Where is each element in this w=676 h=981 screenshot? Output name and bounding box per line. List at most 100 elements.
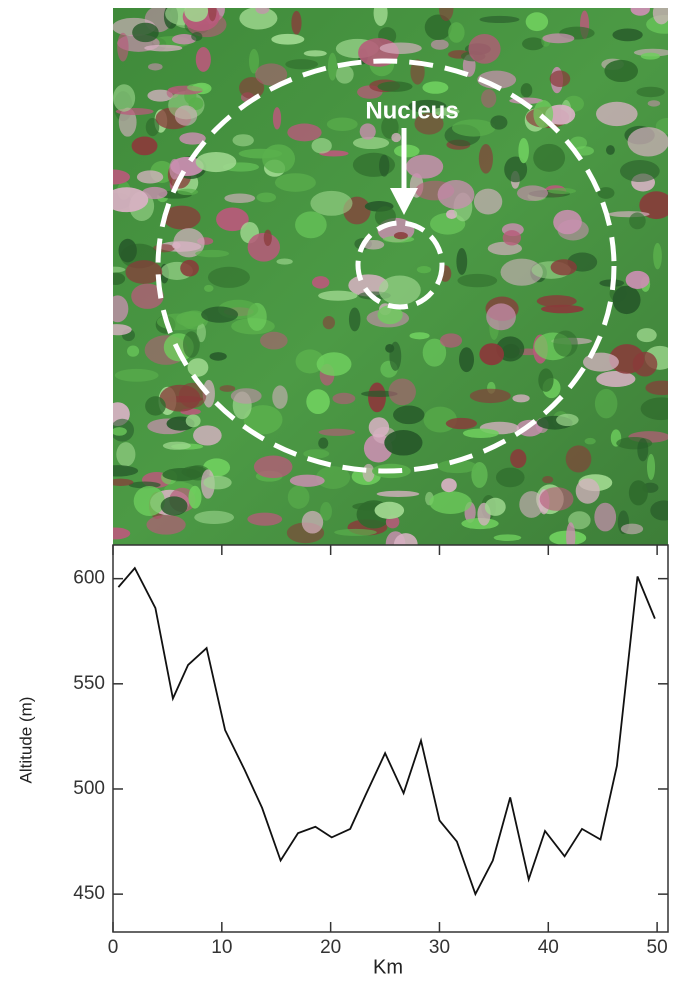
arrow-head	[390, 188, 418, 215]
terrain-patch	[596, 371, 636, 387]
terrain-patch	[113, 465, 139, 477]
terrain-patch	[619, 160, 660, 183]
terrain-patch	[271, 33, 305, 45]
nucleus-ring	[355, 220, 445, 310]
y-axis-label: Altitude (m)	[16, 697, 35, 784]
terrain-patch	[272, 107, 282, 130]
terrain-patch	[594, 502, 617, 532]
terrain-patch	[247, 512, 283, 526]
terrain-patch	[575, 478, 600, 504]
terrain-patch	[255, 8, 270, 14]
terrain-patch	[125, 260, 163, 284]
terrain-patch	[113, 324, 132, 336]
x-axis-label: Km	[373, 956, 403, 978]
terrain-patch	[368, 382, 386, 413]
terrain-patch	[541, 304, 584, 314]
terrain-patch	[409, 332, 430, 340]
terrain-patch	[285, 59, 319, 70]
terrain-patch	[177, 188, 199, 196]
terrain-patch	[378, 275, 421, 305]
terrain-patch	[145, 117, 160, 137]
terrain-patch	[479, 15, 520, 24]
terrain-patch	[195, 151, 237, 173]
terrain-patch	[178, 382, 207, 409]
terrain-patch	[202, 379, 215, 408]
terrain-patch	[306, 389, 330, 415]
terrain-patch	[320, 501, 332, 521]
terrain-patch	[377, 81, 413, 92]
terrain-patch	[637, 438, 649, 462]
terrain-patch	[248, 48, 260, 74]
terrain-patch	[500, 258, 543, 286]
terrain-patch	[481, 89, 497, 108]
terrain-patch	[113, 187, 149, 213]
terrain-patch	[114, 368, 159, 382]
terrain-patch	[547, 187, 577, 195]
terrain-patch	[556, 413, 579, 427]
terrain-patch	[536, 295, 577, 308]
terrain-patch	[645, 380, 668, 396]
altitude-line	[117, 566, 656, 897]
annotation: Nucleus	[365, 97, 458, 124]
terrain-patch	[512, 394, 530, 403]
terrain-patch	[510, 449, 527, 469]
terrain-patch	[620, 523, 644, 535]
terrain-patch	[239, 77, 265, 99]
terrain-patch	[484, 497, 506, 516]
terrain-patch	[473, 188, 503, 215]
terrain-patch	[132, 22, 159, 43]
terrain-patch	[516, 185, 549, 201]
terrain-patch	[148, 63, 163, 71]
terrain-patch	[640, 397, 668, 421]
terrain-patch	[295, 349, 325, 374]
terrain-patch	[542, 33, 575, 44]
terrain-patch	[359, 123, 376, 140]
terrain-patch	[352, 136, 390, 150]
terrain-patch	[326, 117, 358, 131]
terrain-patch	[243, 405, 283, 435]
terrain-patch	[188, 485, 202, 509]
terrain-patch	[468, 34, 501, 64]
terrain-patch	[640, 52, 660, 60]
terrain-patch	[362, 463, 375, 482]
terrain-patch	[650, 500, 668, 521]
terrain-patch	[118, 238, 137, 263]
terrain-patch	[393, 533, 418, 545]
terrain-patch	[393, 232, 408, 240]
terrain-patch	[519, 491, 544, 518]
outer-ring	[155, 58, 617, 474]
terrain-patch	[262, 144, 296, 174]
x-tick-label: 30	[429, 937, 450, 958]
terrain-patch	[219, 385, 236, 392]
terrain-patch	[232, 134, 254, 147]
terrain-patch	[632, 351, 658, 377]
terrain-patch	[533, 143, 566, 172]
terrain-patch	[391, 132, 402, 143]
terrain-patch	[209, 352, 227, 361]
terrain-patch	[429, 491, 472, 514]
terrain-patch	[287, 123, 322, 142]
terrain-patch	[646, 453, 656, 480]
plot-frame	[112, 544, 669, 933]
terrain-patch	[379, 154, 390, 177]
terrain-patch	[207, 266, 250, 288]
terrain-patch	[272, 385, 288, 409]
terrain-patch	[256, 192, 277, 203]
terrain-patch	[239, 8, 278, 30]
terrain-patch	[437, 459, 477, 474]
terrain-patch	[636, 328, 657, 343]
terrain-patch	[636, 86, 665, 98]
terrain-patch	[490, 115, 508, 130]
terrain-patch	[147, 89, 173, 102]
terrain-patch	[381, 115, 399, 139]
terrain-patch	[612, 28, 643, 42]
terrain-patch	[185, 414, 201, 428]
terrain-patch	[566, 522, 576, 545]
terrain-patch	[406, 154, 444, 179]
terrain-patch	[274, 173, 316, 192]
terrain-patch	[539, 487, 574, 511]
terrain-patch	[113, 427, 127, 436]
terrain-texture	[113, 8, 668, 545]
terrain-patch	[170, 156, 204, 177]
terrain-patch	[196, 323, 206, 343]
